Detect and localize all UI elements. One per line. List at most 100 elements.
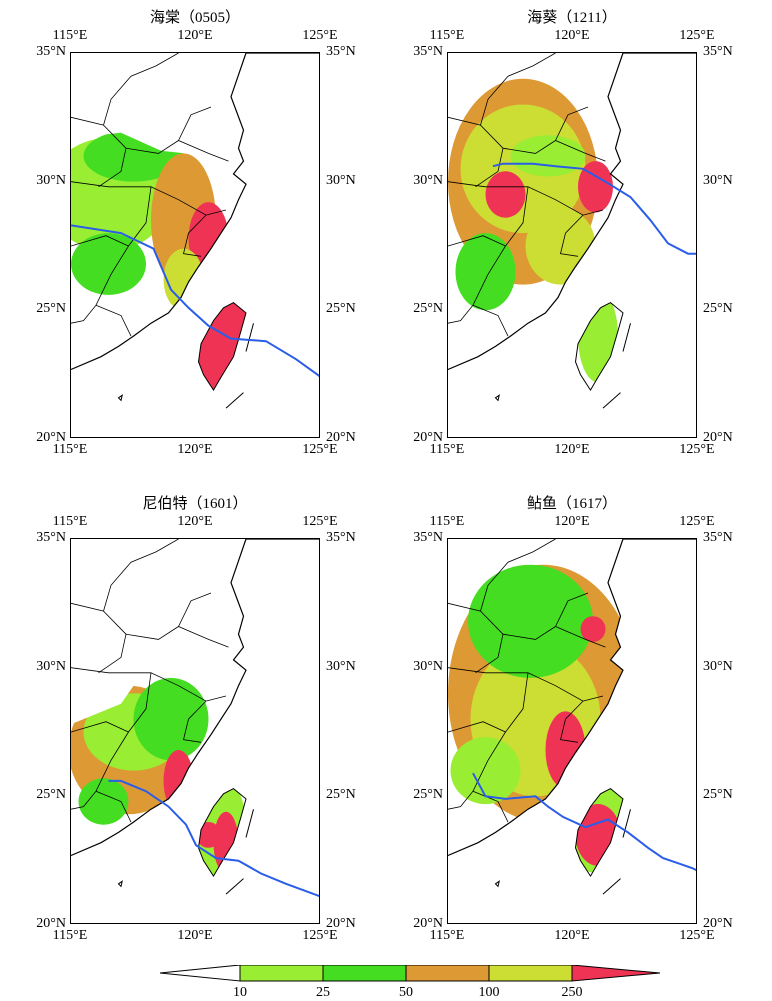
province-border — [448, 667, 604, 702]
province-border — [98, 148, 127, 188]
lon-tick-label: 120°E — [177, 28, 213, 43]
rainfall-area — [183, 284, 209, 336]
lat-tick-label: 20°N — [703, 916, 733, 931]
rainfall-area — [545, 711, 586, 789]
province-border — [71, 667, 227, 702]
panel-title: 尼伯特（1601） — [142, 496, 248, 512]
lat-tick-label: 35°N — [36, 530, 66, 545]
province-border — [178, 106, 212, 141]
lon-tick-label: 125°E — [302, 928, 338, 943]
rainfall-area — [78, 778, 129, 825]
lat-tick-label: 25°N — [413, 301, 443, 317]
typhoon-track — [492, 162, 696, 255]
lat-tick-label: 25°N — [326, 301, 356, 317]
lat-tick-label: 30°N — [413, 172, 443, 188]
lon-tick-label: 115°E — [429, 514, 465, 529]
rainfall-area — [510, 135, 586, 177]
lat-tick-label: 35°N — [326, 530, 356, 545]
rainfall-area — [455, 233, 516, 311]
rainfall-field — [448, 53, 618, 383]
panel-title: 海棠（0505） — [149, 10, 240, 26]
panel-title: 鲇鱼（1617） — [526, 496, 617, 512]
no-rain-area — [71, 539, 246, 725]
province-border — [98, 634, 127, 674]
province-border — [103, 539, 179, 612]
province-border — [71, 186, 152, 324]
province-border — [95, 790, 132, 823]
lat-tick-label: 30°N — [36, 658, 66, 674]
map-canvas — [448, 539, 696, 895]
lon-tick-label: 115°E — [429, 28, 465, 43]
province-border — [472, 790, 509, 823]
legend-box-3 — [405, 964, 490, 982]
coastline — [71, 539, 319, 857]
lat-tick-label: 25°N — [703, 787, 733, 803]
lon-tick-label: 125°E — [302, 514, 338, 529]
color-legend: 10 25 50 100 250 — [159, 964, 661, 1000]
province-border — [448, 235, 506, 247]
map-frame — [447, 538, 697, 924]
map-frame — [70, 538, 320, 924]
rainfall-field — [448, 539, 638, 874]
legend-arrow-low — [159, 964, 241, 982]
legend-label: 25 — [316, 985, 330, 1000]
map-frame — [447, 52, 697, 438]
taiwan-outline — [197, 302, 247, 392]
no-rain-area — [448, 53, 536, 66]
province-border — [183, 214, 207, 257]
lon-tick-label: 120°E — [554, 514, 590, 529]
taiwan-outline — [574, 302, 624, 392]
province-border — [103, 53, 179, 126]
no-rain-area — [71, 53, 246, 156]
boundary-segment — [225, 878, 244, 895]
lat-tick-label: 35°N — [703, 530, 733, 545]
boundary-segment — [245, 809, 254, 838]
no-rain-area — [448, 539, 536, 545]
typhoon-track — [71, 224, 319, 377]
lon-tick-label: 125°E — [679, 928, 715, 943]
lat-tick-label: 30°N — [326, 172, 356, 188]
island-outline — [117, 880, 123, 888]
rainfall-area — [196, 822, 221, 848]
lat-tick-label: 20°N — [326, 916, 356, 931]
coastline — [448, 53, 696, 371]
province-border — [71, 235, 129, 247]
rainfall-area — [525, 207, 596, 285]
lon-tick-label: 115°E — [52, 442, 88, 457]
lat-tick-label: 25°N — [36, 301, 66, 317]
rainfall-area — [133, 677, 209, 761]
typhoon-track — [472, 772, 696, 872]
legend-label: 10 — [233, 985, 247, 1000]
rainfall-area — [578, 161, 613, 213]
province-border — [560, 700, 584, 743]
province-border — [183, 700, 207, 743]
province-border — [555, 106, 589, 141]
lon-tick-label: 125°E — [302, 28, 338, 43]
lat-tick-label: 20°N — [413, 916, 443, 931]
legend-label: 100 — [478, 985, 500, 1000]
lon-tick-label: 120°E — [177, 442, 213, 457]
province-border — [555, 592, 589, 627]
legend-arrow-high — [571, 964, 661, 982]
lat-tick-label: 35°N — [36, 44, 66, 59]
coastline — [448, 539, 696, 857]
province-border — [448, 186, 529, 324]
rainfall-field — [71, 539, 246, 877]
lon-tick-label: 120°E — [554, 928, 590, 943]
province-border — [71, 721, 129, 733]
lat-tick-label: 30°N — [703, 658, 733, 674]
map-canvas — [71, 53, 319, 409]
province-border — [71, 672, 152, 810]
lon-tick-label: 115°E — [52, 928, 88, 943]
lat-tick-label: 20°N — [413, 430, 443, 445]
map-frame — [70, 52, 320, 438]
lon-tick-label: 120°E — [177, 928, 213, 943]
lat-tick-label: 30°N — [326, 658, 356, 674]
lat-tick-label: 25°N — [36, 787, 66, 803]
legend-box-1 — [239, 964, 324, 982]
boundary-segment — [245, 323, 254, 352]
lon-tick-label: 115°E — [429, 928, 465, 943]
taiwan-outline — [574, 788, 624, 878]
boundary-segment — [602, 878, 621, 895]
typhoon-track — [108, 779, 319, 898]
